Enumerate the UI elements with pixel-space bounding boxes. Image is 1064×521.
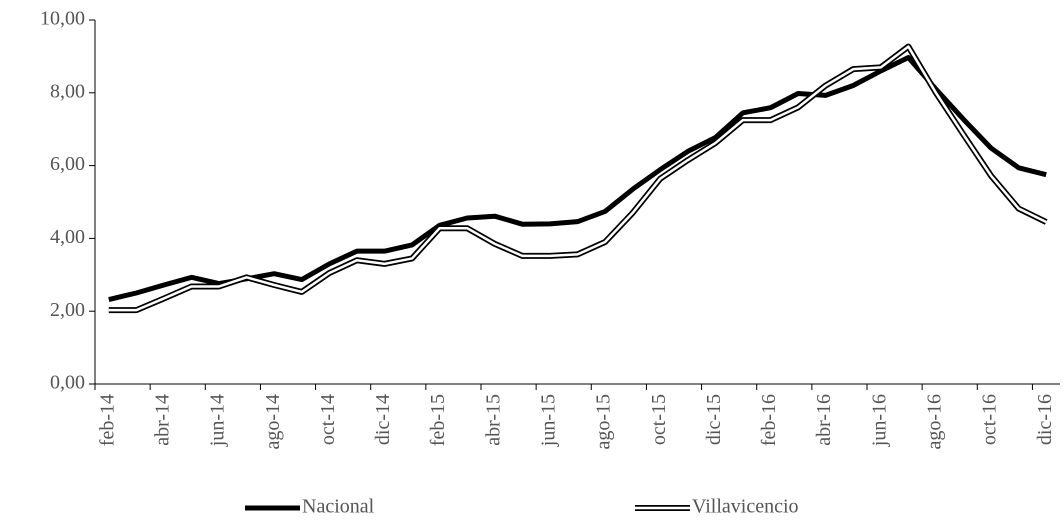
legend-label: Nacional [302,496,375,518]
line-series [108,54,1047,302]
x-tick-label: oct-16 [979,394,1001,445]
line-series-inner [108,45,1047,312]
legend-label: Villavicencio [692,496,799,518]
x-tick-label: abr-16 [813,394,835,446]
x-tick-label: oct-15 [648,394,670,445]
x-tick-label: dic-14 [372,394,394,445]
y-tick-label: 8,00 [50,80,85,102]
x-tick-label: abr-15 [482,394,504,446]
x-tick-label: dic-16 [1034,394,1056,445]
x-tick-label: feb-15 [427,394,449,446]
x-tick-label: abr-14 [152,394,174,446]
x-tick-label: jun-14 [207,394,229,447]
y-tick-label: 4,00 [50,226,85,248]
x-tick-label: feb-14 [96,394,118,446]
y-tick-label: 2,00 [50,299,85,321]
x-tick-label: feb-16 [758,394,780,446]
x-tick-label: ago-16 [924,394,946,450]
y-tick-label: 10,00 [40,8,85,30]
x-tick-label: ago-14 [262,394,284,450]
y-tick-label: 6,00 [50,153,85,175]
x-tick-label: jun-16 [868,394,890,447]
x-tick-label: oct-14 [317,394,339,445]
x-tick-label: dic-15 [703,394,725,445]
y-tick-label: 0,00 [50,372,85,394]
x-tick-label: jun-15 [538,394,560,447]
line-series-outline [108,43,1048,314]
x-tick-label: ago-15 [593,394,615,450]
